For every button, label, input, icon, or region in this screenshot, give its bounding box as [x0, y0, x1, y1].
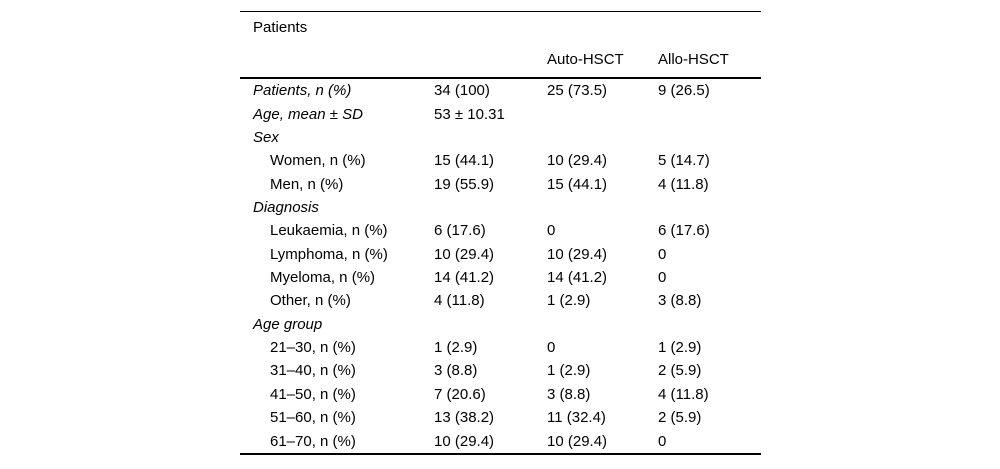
cell-value: 6 (17.6) [434, 222, 486, 240]
cell-value: 19 (55.9) [434, 175, 495, 193]
row-label: Sex [253, 128, 279, 146]
cell-value: 9 (26.5) [658, 82, 710, 100]
table-body: Patients, n (%) 34 (100) 25 (73.5) 9 (26… [240, 79, 761, 453]
cell-value: 3 (8.8) [547, 385, 591, 403]
cell-value: 25 (73.5) [547, 82, 608, 100]
cell-value: 14 (41.2) [434, 269, 495, 287]
table-header: Patients Auto-HSCT Allo-HSCT [240, 12, 761, 79]
cell-value: 0 [658, 269, 667, 287]
cell-value: 0 [658, 245, 667, 263]
row-label: 61–70, n (%) [270, 432, 356, 450]
table-row: Leukaemia, n (%) 6 (17.6) 0 6 (17.6) [240, 219, 761, 242]
cell-value: 15 (44.1) [434, 152, 495, 170]
cell-value: 10 (29.4) [547, 245, 608, 263]
table-row: Age, mean ± SD 53 ± 10.31 [240, 102, 761, 125]
cell-value: 0 [547, 222, 556, 240]
cell-value: 7 (20.6) [434, 385, 486, 403]
cell-value: 4 (11.8) [658, 175, 709, 193]
row-label: Women, n (%) [270, 152, 366, 170]
column-header-spacer [240, 51, 434, 68]
row-label: 21–30, n (%) [270, 339, 356, 357]
cell-value: 2 (5.9) [658, 362, 702, 380]
row-label: Leukaemia, n (%) [270, 222, 388, 240]
row-label: Diagnosis [253, 198, 319, 216]
table-row: Myeloma, n (%) 14 (41.2) 14 (41.2) 0 [240, 266, 761, 289]
row-label: 41–50, n (%) [270, 385, 356, 403]
column-header-spacer [434, 51, 547, 68]
cell-value: 10 (29.4) [434, 245, 495, 263]
cell-value: 10 (29.4) [547, 152, 608, 170]
row-label: 51–60, n (%) [270, 409, 356, 427]
patient-characteristics-table: Patients Auto-HSCT Allo-HSCT Patients, n… [240, 11, 761, 455]
column-header-allo-hsct: Allo-HSCT [658, 51, 729, 68]
table-row: Other, n (%) 4 (11.8) 1 (2.9) 3 (8.8) [240, 289, 761, 312]
cell-value: 10 (29.4) [434, 432, 495, 450]
row-label: Myeloma, n (%) [270, 269, 376, 287]
cell-value: 4 (11.8) [658, 385, 709, 403]
cell-value: 1 (2.9) [434, 339, 478, 357]
cell-value: 3 (8.8) [658, 292, 702, 310]
table-row: 51–60, n (%) 13 (38.2) 11 (32.4) 2 (5.9) [240, 406, 761, 429]
row-label: 31–40, n (%) [270, 362, 356, 380]
table-row: Sex [240, 126, 761, 149]
row-label: Age group [253, 315, 323, 333]
cell-value: 53 ± 10.31 [434, 105, 505, 123]
table-row: 41–50, n (%) 7 (20.6) 3 (8.8) 4 (11.8) [240, 383, 761, 406]
table-row: Age group [240, 313, 761, 336]
table-row: Women, n (%) 15 (44.1) 10 (29.4) 5 (14.7… [240, 149, 761, 172]
table-row: 31–40, n (%) 3 (8.8) 1 (2.9) 2 (5.9) [240, 359, 761, 382]
table-row: Diagnosis [240, 196, 761, 219]
cell-value: 0 [547, 339, 556, 357]
column-header-auto-hsct: Auto-HSCT [547, 51, 624, 68]
cell-value: 3 (8.8) [434, 362, 478, 380]
table-row: 21–30, n (%) 1 (2.9) 0 1 (2.9) [240, 336, 761, 359]
table-title: Patients [253, 19, 308, 36]
cell-value: 10 (29.4) [547, 432, 608, 450]
row-label: Men, n (%) [270, 175, 344, 193]
cell-value: 2 (5.9) [658, 409, 702, 427]
column-header-row: Auto-HSCT Allo-HSCT [240, 51, 761, 68]
cell-value: 0 [658, 432, 667, 450]
cell-value: 5 (14.7) [658, 152, 710, 170]
cell-value: 1 (2.9) [547, 292, 591, 310]
table-row: Patients, n (%) 34 (100) 25 (73.5) 9 (26… [240, 79, 761, 102]
cell-value: 1 (2.9) [658, 339, 702, 357]
row-label: Lymphoma, n (%) [270, 245, 388, 263]
row-label: Patients, n (%) [253, 82, 352, 100]
table-row: Lymphoma, n (%) 10 (29.4) 10 (29.4) 0 [240, 243, 761, 266]
table-row: 61–70, n (%) 10 (29.4) 10 (29.4) 0 [240, 429, 761, 452]
cell-value: 34 (100) [434, 82, 490, 100]
cell-value: 11 (32.4) [547, 409, 606, 427]
table-row: Men, n (%) 19 (55.9) 15 (44.1) 4 (11.8) [240, 172, 761, 195]
cell-value: 13 (38.2) [434, 409, 495, 427]
cell-value: 15 (44.1) [547, 175, 608, 193]
cell-value: 4 (11.8) [434, 292, 485, 310]
row-label: Age, mean ± SD [253, 105, 363, 123]
row-label: Other, n (%) [270, 292, 351, 310]
cell-value: 6 (17.6) [658, 222, 710, 240]
cell-value: 14 (41.2) [547, 269, 608, 287]
cell-value: 1 (2.9) [547, 362, 591, 380]
